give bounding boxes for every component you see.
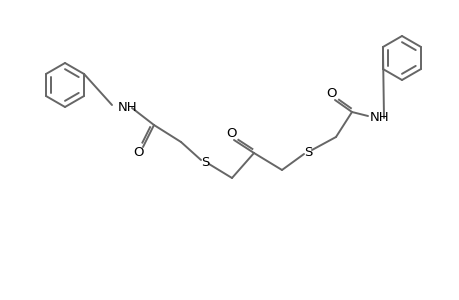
Text: S: S	[303, 146, 312, 158]
Text: S: S	[201, 155, 209, 169]
Text: NH: NH	[369, 110, 389, 124]
Text: O: O	[326, 86, 336, 100]
Text: O: O	[134, 146, 144, 158]
Text: NH: NH	[118, 100, 137, 113]
Text: O: O	[226, 127, 237, 140]
